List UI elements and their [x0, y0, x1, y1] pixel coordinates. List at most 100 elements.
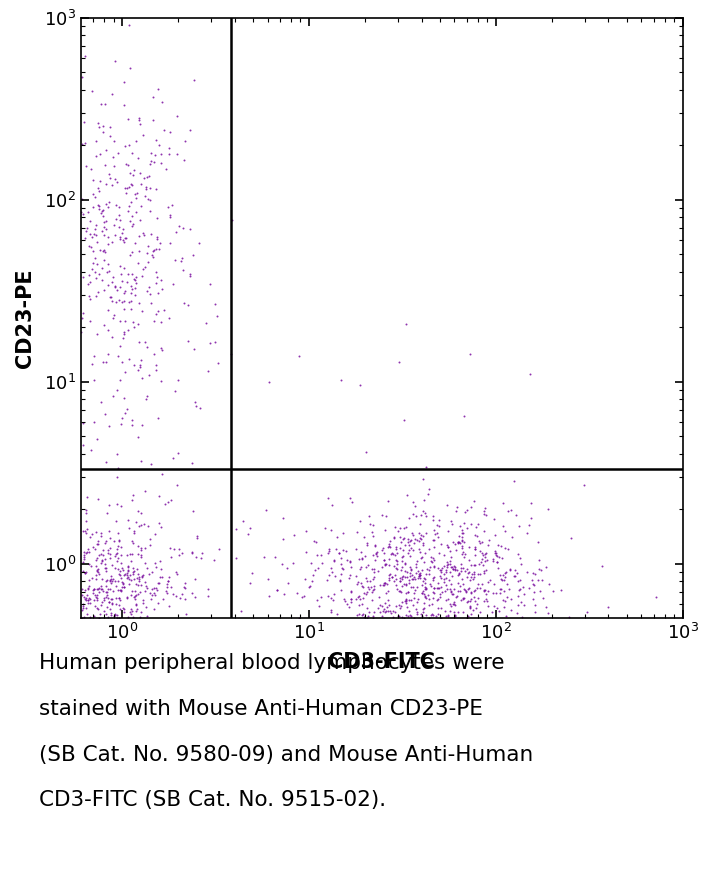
Point: [111, 447, 122, 461]
Point: [127, 584, 138, 598]
Point: [125, 61, 136, 75]
Point: [524, 367, 536, 381]
Point: [134, 360, 145, 374]
Point: [339, 592, 350, 606]
Point: [140, 484, 151, 498]
Point: [470, 547, 481, 561]
Point: [83, 591, 94, 605]
Point: [470, 542, 481, 556]
Point: [308, 534, 320, 548]
Point: [323, 568, 334, 582]
Point: [405, 541, 416, 555]
Point: [112, 526, 123, 540]
Point: [99, 591, 110, 605]
Point: [94, 199, 105, 213]
Point: [142, 609, 153, 623]
Point: [371, 548, 382, 562]
Point: [464, 594, 475, 608]
Point: [136, 454, 147, 468]
Point: [108, 534, 120, 548]
Point: [87, 188, 99, 202]
Point: [494, 550, 505, 564]
Point: [99, 220, 110, 234]
Point: [111, 175, 122, 189]
Point: [124, 522, 135, 536]
Point: [453, 535, 464, 549]
Point: [370, 538, 381, 553]
Point: [174, 548, 185, 562]
Point: [428, 581, 439, 595]
Point: [353, 553, 364, 567]
Point: [96, 582, 107, 596]
Point: [76, 205, 87, 219]
Point: [355, 562, 366, 576]
Point: [137, 226, 149, 240]
Point: [310, 563, 321, 577]
Point: [345, 593, 356, 607]
Point: [93, 581, 104, 595]
Point: [84, 292, 96, 306]
Point: [127, 217, 139, 231]
Point: [111, 546, 122, 560]
Point: [127, 565, 139, 579]
Point: [495, 586, 506, 600]
Point: [100, 355, 111, 369]
Point: [118, 332, 129, 346]
Point: [458, 591, 470, 605]
Point: [369, 605, 380, 619]
Point: [212, 356, 223, 370]
Point: [172, 373, 183, 387]
Point: [80, 592, 91, 606]
Point: [394, 521, 406, 535]
Point: [536, 563, 547, 577]
Point: [123, 199, 134, 213]
Point: [441, 498, 453, 512]
Point: [163, 311, 174, 325]
Point: [122, 275, 133, 289]
Point: [423, 598, 434, 612]
Point: [143, 254, 154, 268]
Point: [469, 542, 480, 556]
Point: [450, 543, 461, 557]
Point: [84, 592, 96, 606]
Point: [487, 586, 498, 600]
Point: [325, 591, 337, 605]
Point: [448, 595, 460, 609]
Point: [96, 526, 107, 540]
Point: [435, 566, 446, 580]
Point: [367, 548, 378, 562]
Point: [489, 512, 500, 526]
Point: [200, 317, 211, 331]
Point: [450, 597, 461, 611]
Point: [94, 548, 105, 562]
Point: [402, 566, 413, 580]
Point: [401, 608, 412, 622]
Point: [468, 495, 479, 509]
Point: [474, 581, 486, 595]
Point: [118, 602, 129, 616]
Point: [447, 562, 458, 576]
Point: [142, 581, 153, 595]
Point: [106, 331, 118, 345]
Point: [501, 609, 512, 623]
Point: [357, 591, 368, 605]
Point: [441, 558, 453, 572]
Point: [87, 84, 98, 98]
Point: [422, 562, 433, 576]
Point: [104, 574, 115, 588]
Text: (SB Cat. No. 9580-09) and Mouse Anti-Human: (SB Cat. No. 9580-09) and Mouse Anti-Hum…: [39, 745, 533, 765]
Point: [148, 244, 159, 258]
Point: [413, 534, 425, 548]
Point: [329, 569, 341, 583]
Point: [104, 602, 115, 616]
Point: [103, 347, 114, 361]
Point: [412, 607, 423, 621]
Point: [89, 190, 101, 204]
Point: [100, 585, 111, 599]
Point: [331, 607, 342, 621]
Point: [106, 596, 118, 610]
Point: [103, 195, 115, 209]
Point: [351, 592, 362, 606]
Point: [445, 584, 456, 598]
Point: [403, 538, 415, 553]
